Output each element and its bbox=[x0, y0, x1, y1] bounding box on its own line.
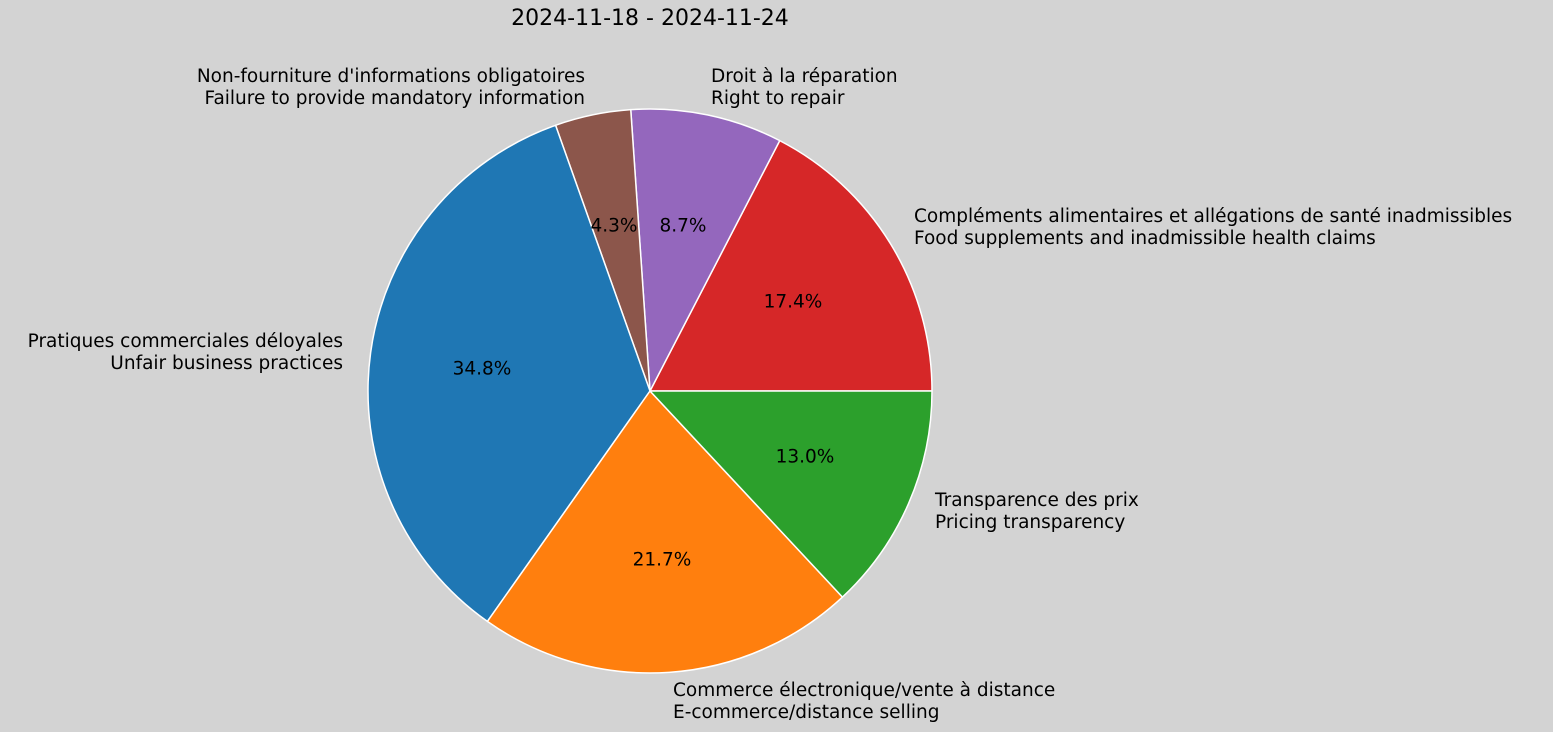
slice-percent-unfair-practices: 34.8% bbox=[452, 358, 512, 380]
slice-percent-mandatory-information: 4.3% bbox=[590, 215, 638, 237]
slice-label-food-supplements: Compléments alimentaires et allégations … bbox=[914, 206, 1513, 249]
slice-label-e-commerce: Commerce électronique/vente à distance E… bbox=[673, 680, 1056, 723]
pie-slice-food-supplements bbox=[649, 139, 933, 392]
slice-percent-right-to-repair: 8.7% bbox=[659, 215, 707, 237]
slice-percent-food-supplements: 17.4% bbox=[763, 291, 823, 313]
chart-title: 2024-11-18 - 2024-11-24 bbox=[511, 6, 789, 31]
slice-percent-pricing-transparency: 13.0% bbox=[775, 446, 835, 468]
slice-label-right-to-repair: Droit à la réparation Right to repair bbox=[711, 66, 898, 109]
pie-slice-pricing-transparency bbox=[649, 390, 933, 598]
pie-slice-e-commerce bbox=[486, 390, 844, 674]
slice-percent-e-commerce: 21.7% bbox=[632, 549, 692, 571]
pie-slice-unfair-practices bbox=[367, 124, 651, 623]
slice-label-unfair-practices: Pratiques commerciales déloyales Unfair … bbox=[27, 331, 343, 374]
pie-slice-right-to-repair bbox=[630, 108, 781, 392]
slice-label-mandatory-information: Non-fourniture d'informations obligatoir… bbox=[196, 66, 585, 109]
slice-label-pricing-transparency: Transparence des prix Pricing transparen… bbox=[935, 490, 1139, 533]
